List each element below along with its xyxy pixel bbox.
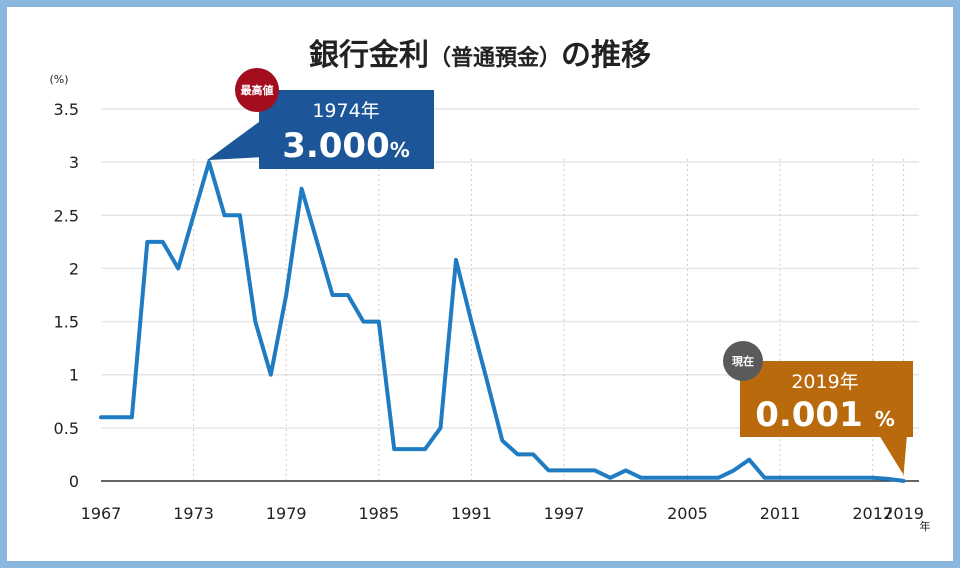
y-tick-label: 0.5 bbox=[54, 419, 79, 438]
chart-title: 銀行金利（普通預金）の推移 bbox=[309, 38, 651, 73]
x-tick-label: 2005 bbox=[667, 504, 708, 523]
x-tick-label: 1985 bbox=[358, 504, 399, 523]
annotation-current: 2019年 0.001% 現在 bbox=[723, 341, 913, 475]
y-tick-label: 0 bbox=[69, 472, 79, 491]
x-tick-label: 1967 bbox=[81, 504, 122, 523]
chart-title-paren: （普通預金） bbox=[429, 45, 561, 71]
x-axis-unit: 年 bbox=[920, 519, 931, 533]
x-tick-label: 1979 bbox=[266, 504, 307, 523]
annotation-current-pointer bbox=[879, 435, 907, 475]
y-tick-label: 2 bbox=[69, 259, 79, 278]
annotation-current-value: 0.001% bbox=[755, 395, 895, 435]
annotation-current-badge-label: 現在 bbox=[732, 354, 754, 368]
annotation-peak-badge bbox=[235, 68, 279, 112]
annotation-peak-value: 3.000% bbox=[282, 126, 410, 166]
annotation-peak-number: 3.000 bbox=[282, 126, 390, 166]
x-tick-label: 2017 bbox=[852, 504, 893, 523]
x-tick-label: 1973 bbox=[173, 504, 214, 523]
x-tick-label: 1997 bbox=[544, 504, 585, 523]
annotation-peak-year: 1974年 bbox=[312, 100, 379, 122]
y-tick-label: 3.5 bbox=[54, 100, 79, 119]
annotation-peak-unit: % bbox=[390, 138, 410, 162]
annotation-current-number: 0.001 bbox=[755, 395, 863, 435]
chart-title-main: 銀行金利 bbox=[309, 38, 429, 73]
annotation-current-badge bbox=[723, 341, 763, 381]
x-tick-label: 1991 bbox=[451, 504, 492, 523]
series-line bbox=[99, 160, 906, 483]
y-tick-label: 1 bbox=[69, 366, 79, 385]
y-axis-unit: (%) bbox=[49, 73, 68, 86]
annotation-current-year: 2019年 bbox=[791, 371, 858, 393]
annotation-peak-pointer bbox=[207, 119, 263, 161]
annotation-peak: 1974年 3.000% 最高値 bbox=[207, 68, 434, 169]
y-tick-label: 2.5 bbox=[54, 206, 79, 225]
x-tick-label: 2011 bbox=[760, 504, 801, 523]
y-tick-labels: 0 0.5 1 1.5 2 2.5 3 3.5 bbox=[54, 100, 79, 491]
y-tick-label: 3 bbox=[69, 153, 79, 172]
chart-title-suffix: の推移 bbox=[561, 38, 651, 73]
series-layer bbox=[99, 160, 906, 483]
line-chart: 銀行金利（普通預金）の推移 (%) 年 0 0.5 1 1.5 2 2.5 3 3.5 196… bbox=[49, 38, 931, 533]
x-tick-label: 2019 bbox=[883, 504, 924, 523]
annotation-current-box bbox=[740, 361, 913, 437]
annotation-peak-badge-label: 最高値 bbox=[241, 83, 274, 97]
y-tick-label: 1.5 bbox=[54, 313, 79, 332]
annotation-peak-box bbox=[259, 90, 434, 169]
annotation-current-unit: % bbox=[875, 407, 895, 431]
